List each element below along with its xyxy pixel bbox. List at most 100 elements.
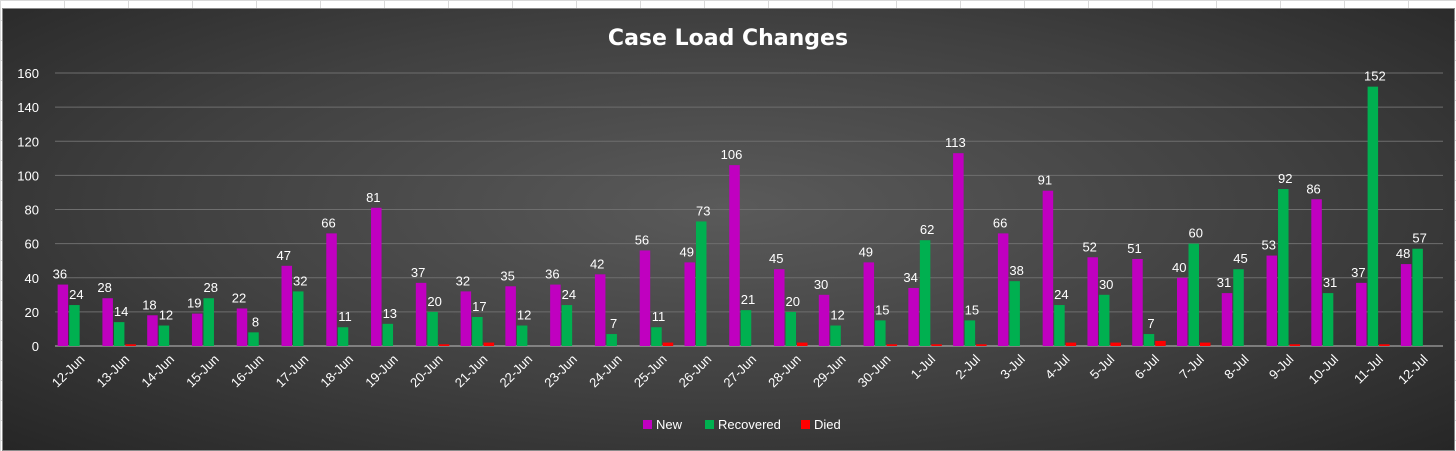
legend-swatch-recovered bbox=[705, 420, 714, 429]
bar-new bbox=[326, 233, 337, 346]
bar-recovered bbox=[113, 322, 125, 346]
data-label-new: 91 bbox=[1038, 173, 1052, 188]
data-label-recovered: 7 bbox=[1147, 316, 1154, 331]
bar-recovered bbox=[1322, 293, 1334, 346]
x-tick-label: 14-Jun bbox=[138, 352, 177, 391]
bar-new bbox=[639, 250, 651, 346]
data-label-recovered: 32 bbox=[293, 273, 307, 288]
bar-new bbox=[505, 286, 516, 346]
bar-recovered bbox=[69, 305, 80, 346]
x-tick-label: 6-Jul bbox=[1132, 351, 1163, 382]
x-tick-label: 23-Jun bbox=[541, 352, 580, 391]
bar-new bbox=[371, 207, 382, 346]
x-tick-label: 24-Jun bbox=[586, 352, 625, 391]
bar-new bbox=[1266, 255, 1278, 346]
data-label-new: 66 bbox=[993, 215, 1007, 230]
data-label-new: 30 bbox=[814, 277, 828, 292]
x-tick-label: 7-Jul bbox=[1176, 351, 1207, 382]
data-label-new: 28 bbox=[97, 280, 111, 295]
case-load-chart: Case Load Changes 0 20 40 60 80 100 120 140 160 36… bbox=[17, 26, 1443, 432]
bar-recovered bbox=[382, 323, 394, 346]
legend-label-new: New bbox=[656, 417, 683, 432]
data-label-recovered: 62 bbox=[920, 222, 934, 237]
data-label-new: 49 bbox=[859, 244, 873, 259]
y-tick-label: 100 bbox=[17, 168, 39, 183]
bar-new bbox=[1356, 282, 1367, 346]
bar-recovered bbox=[1054, 305, 1065, 346]
bar-new bbox=[863, 262, 875, 346]
bar-new bbox=[57, 284, 69, 346]
bar-died bbox=[976, 344, 987, 346]
y-tick-label: 60 bbox=[25, 237, 39, 252]
bar-recovered bbox=[472, 316, 483, 346]
bar-new bbox=[1087, 257, 1098, 346]
bar-new bbox=[594, 274, 606, 346]
bar-recovered bbox=[337, 327, 349, 346]
bar-died bbox=[1379, 344, 1390, 346]
bar-recovered bbox=[651, 327, 662, 346]
bar-recovered bbox=[203, 298, 214, 346]
bar-new bbox=[147, 315, 158, 346]
x-tick-label: 13-Jun bbox=[94, 352, 133, 391]
data-label-recovered: 15 bbox=[965, 302, 979, 317]
data-label-recovered: 17 bbox=[472, 299, 486, 314]
data-label-recovered: 24 bbox=[69, 287, 83, 302]
data-label-new: 47 bbox=[277, 248, 291, 263]
data-label-recovered: 24 bbox=[1054, 287, 1068, 302]
data-label-new: 34 bbox=[903, 270, 917, 285]
bar-new bbox=[1132, 258, 1143, 346]
bar-died bbox=[797, 342, 808, 346]
data-label-recovered: 15 bbox=[875, 302, 889, 317]
data-label-recovered: 11 bbox=[652, 309, 666, 324]
bar-new bbox=[460, 291, 472, 346]
bar-recovered bbox=[293, 291, 304, 346]
x-tick-label: 19-Jun bbox=[362, 352, 401, 391]
bar-recovered bbox=[1009, 281, 1020, 346]
data-label-recovered: 12 bbox=[830, 308, 844, 323]
bar-recovered bbox=[785, 311, 797, 346]
x-tick-label: 2-Jul bbox=[952, 351, 983, 382]
bar-new bbox=[997, 233, 1009, 346]
data-label-recovered: 12 bbox=[517, 308, 531, 323]
bar-new bbox=[1176, 277, 1188, 346]
x-tick-label: 27-Jun bbox=[720, 352, 759, 391]
data-label-recovered: 11 bbox=[338, 309, 352, 324]
x-tick-label: 18-Jun bbox=[317, 352, 356, 391]
data-label-new: 52 bbox=[1082, 239, 1096, 254]
legend-label-recovered: Recovered bbox=[718, 417, 781, 432]
bar-recovered bbox=[919, 240, 931, 346]
x-tick-label: 3-Jul bbox=[997, 351, 1028, 382]
y-tick-label: 20 bbox=[25, 305, 39, 320]
data-label-recovered: 13 bbox=[383, 306, 397, 321]
bar-died bbox=[125, 344, 136, 346]
legend-swatch-new bbox=[643, 420, 652, 429]
x-tick-label: 11-Jul bbox=[1351, 351, 1386, 386]
data-label-new: 45 bbox=[769, 251, 783, 266]
data-label-new: 86 bbox=[1306, 181, 1320, 196]
bar-recovered bbox=[1412, 248, 1423, 346]
bar-died bbox=[662, 342, 674, 346]
bar-new bbox=[1042, 190, 1054, 346]
x-tick-label: 28-Jun bbox=[765, 352, 804, 391]
bar-recovered bbox=[158, 325, 170, 346]
data-label-recovered: 31 bbox=[1323, 275, 1337, 290]
chart-area[interactable]: Case Load Changes 0 20 40 60 80 100 120 140 160 36… bbox=[2, 8, 1455, 451]
x-tick-label: 29-Jun bbox=[810, 352, 849, 391]
data-label-new: 56 bbox=[635, 232, 649, 247]
bar-recovered bbox=[830, 325, 841, 346]
data-label-recovered: 20 bbox=[786, 294, 800, 309]
bar-recovered bbox=[1143, 334, 1155, 346]
x-tick-label: 12-Jul bbox=[1395, 351, 1431, 387]
data-label-recovered: 8 bbox=[252, 314, 259, 329]
x-tick-label: 8-Jul bbox=[1221, 351, 1252, 382]
bar-recovered bbox=[1233, 269, 1244, 346]
y-tick-label: 0 bbox=[32, 339, 39, 354]
data-label-new: 48 bbox=[1396, 246, 1410, 261]
data-label-recovered: 7 bbox=[610, 316, 617, 331]
bar-new bbox=[684, 262, 695, 346]
x-tick-label: 25-Jun bbox=[631, 352, 670, 391]
bar-recovered bbox=[561, 305, 573, 346]
bar-died bbox=[1155, 340, 1166, 346]
bar-recovered bbox=[740, 310, 752, 346]
x-tick-label: 4-Jul bbox=[1042, 351, 1073, 382]
